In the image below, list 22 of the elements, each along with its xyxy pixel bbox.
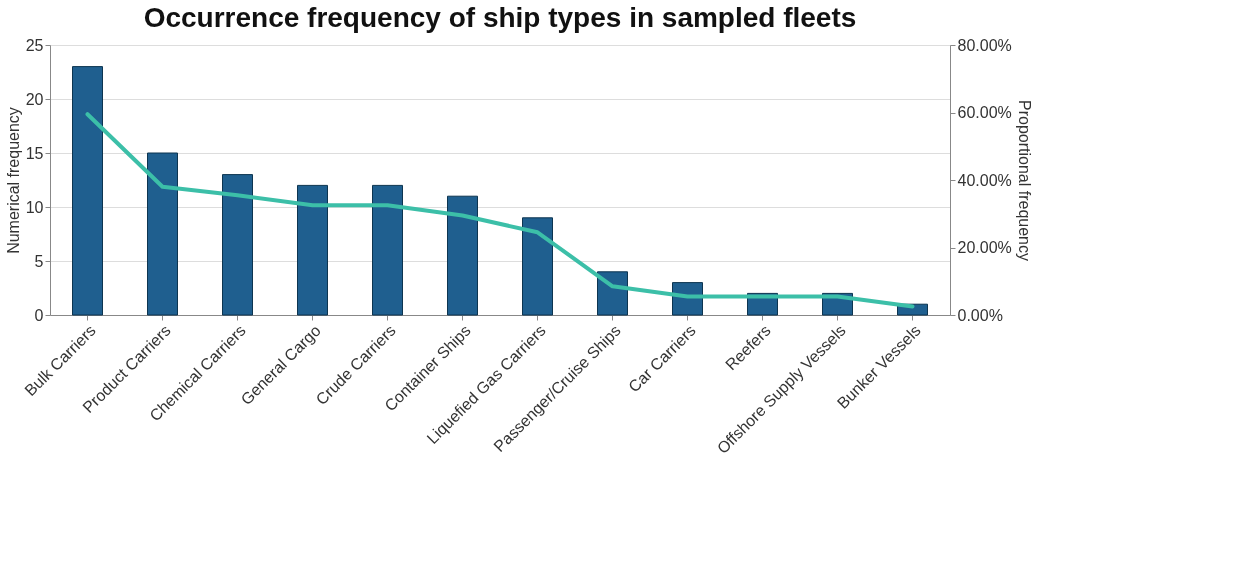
y2-tick-label: 80.00% [957,36,1012,54]
chart-title: Occurrence frequency of ship types in sampled fleets [143,2,857,33]
y2-tick-label: 0.00% [957,306,1003,324]
line-series [85,112,915,309]
bar [222,174,253,316]
y-tick-label: 10 [25,198,44,216]
y-tick-label: 25 [25,36,44,54]
y-tick-label: 5 [34,252,44,270]
bar [72,66,103,316]
bar [297,184,328,316]
y2-axis-title: Proportional frequency [1015,100,1033,261]
bar [522,217,553,316]
bar [147,152,178,316]
y-axis-title: Numerical frequency [4,107,22,254]
y2-tick-label: 60.00% [957,104,1012,121]
bar [447,195,478,316]
y-tick-label: 20 [25,90,44,108]
bar [372,184,403,316]
y-tick-label: 0 [34,306,44,324]
y2-tick-label: 40.00% [957,171,1012,189]
y2-tick-label: 20.00% [957,239,1012,256]
y-tick-label: 15 [25,144,44,162]
